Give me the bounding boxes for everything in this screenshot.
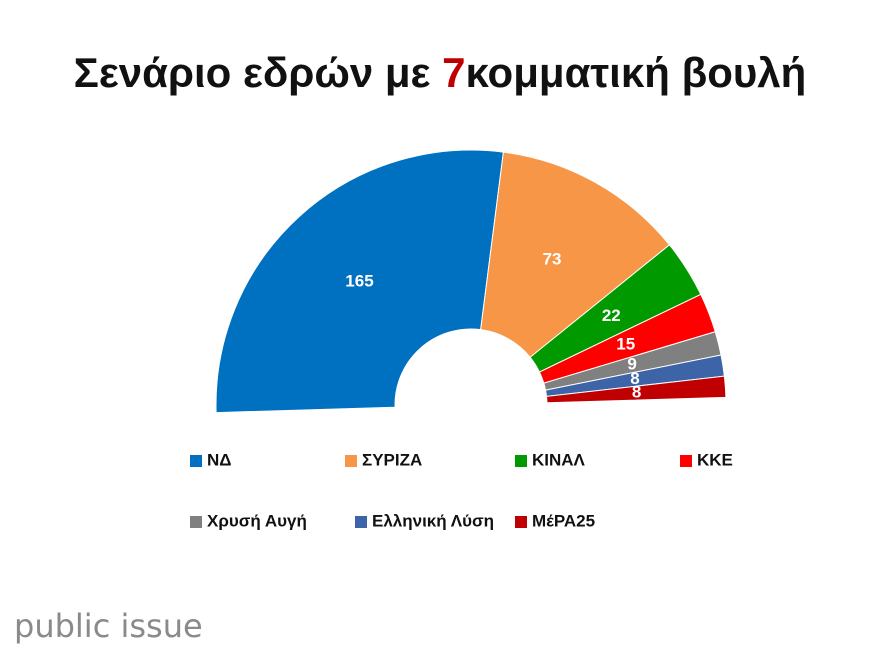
legend-label: ΝΔ [207, 450, 232, 469]
source-logo: public issue [14, 607, 203, 645]
data-label: 22 [602, 306, 621, 325]
legend-label: Χρυσή Αυγή [207, 511, 307, 530]
legend-swatch [515, 455, 527, 467]
data-label: 15 [616, 334, 635, 353]
seat-segment [480, 151, 671, 358]
legend-label: ΜέΡΑ25 [532, 511, 595, 530]
title-highlight: 7 [442, 49, 465, 96]
legend-swatch [345, 455, 357, 467]
title-part: Σενάριο εδρών με [74, 49, 442, 96]
data-label: 73 [543, 250, 562, 269]
title-part: κομματική βουλή [466, 49, 807, 96]
seat-segment [545, 375, 727, 404]
legend-swatch [515, 516, 527, 528]
seat-segment [215, 149, 504, 414]
data-label: 8 [632, 383, 641, 402]
legend-label: Ελληνική Λύση [372, 511, 494, 530]
legend-swatch [190, 516, 202, 528]
legend-swatch [355, 516, 367, 528]
legend-label: ΚΚΕ [697, 450, 733, 469]
legend-label: ΣΥΡΙΖΑ [362, 450, 422, 469]
data-label: 8 [630, 369, 639, 388]
data-label: 165 [345, 272, 373, 291]
chart-title: Σενάριο εδρών με 7κομματική βουλή [74, 49, 807, 96]
legend-swatch [680, 455, 692, 467]
legend-swatch [190, 455, 202, 467]
legend-label: ΚΙΝΑΛ [532, 450, 586, 469]
data-label: 9 [627, 354, 636, 373]
